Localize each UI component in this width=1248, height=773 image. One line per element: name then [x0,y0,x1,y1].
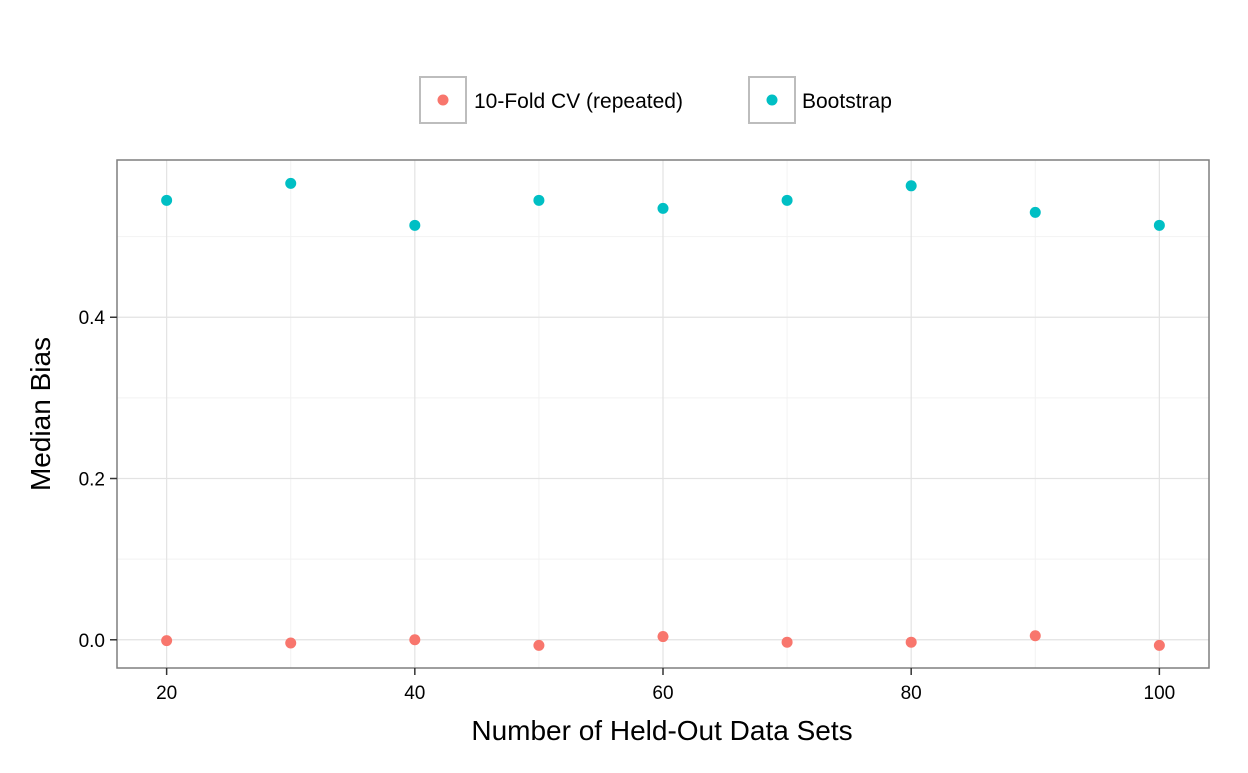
data-point [1153,639,1165,651]
x-tick-label: 100 [1144,683,1176,704]
legend-key-bootstrap-point [766,94,778,106]
y-tick-label: 0.4 [79,308,106,329]
data-point [781,636,793,648]
data-point [781,194,793,206]
legend: 10-Fold CV (repeated) Bootstrap [419,76,892,124]
x-tick-label: 80 [901,683,922,704]
series-bootstrap [161,177,1165,231]
x-tick-label: 20 [156,683,177,704]
plot-area: 20 40 60 80 100 0.0 0.2 0.4 [79,159,1210,704]
data-point [409,219,421,231]
data-point [1029,630,1041,642]
x-axis-title: Number of Held-Out Data Sets [471,715,852,746]
y-tick-label: 0.0 [79,631,105,652]
legend-label-cv: 10-Fold CV (repeated) [474,90,683,113]
data-point [161,635,173,647]
data-point [161,194,173,206]
data-point [905,180,917,192]
y-axis-title: Median Bias [25,337,56,491]
data-point [533,639,545,651]
data-point [285,177,297,189]
legend-label-bootstrap: Bootstrap [802,90,892,113]
data-point [657,631,669,643]
x-tick-label: 40 [404,683,425,704]
x-tick-label: 60 [652,683,673,704]
y-tick-label: 0.2 [79,470,105,491]
data-point [1029,206,1041,218]
data-point [533,194,545,206]
data-point [285,637,297,649]
legend-key-cv-point [437,94,449,106]
data-point [905,636,917,648]
series-cv [161,630,1165,651]
data-point [409,634,421,646]
data-point [1153,219,1165,231]
data-point [657,202,669,214]
